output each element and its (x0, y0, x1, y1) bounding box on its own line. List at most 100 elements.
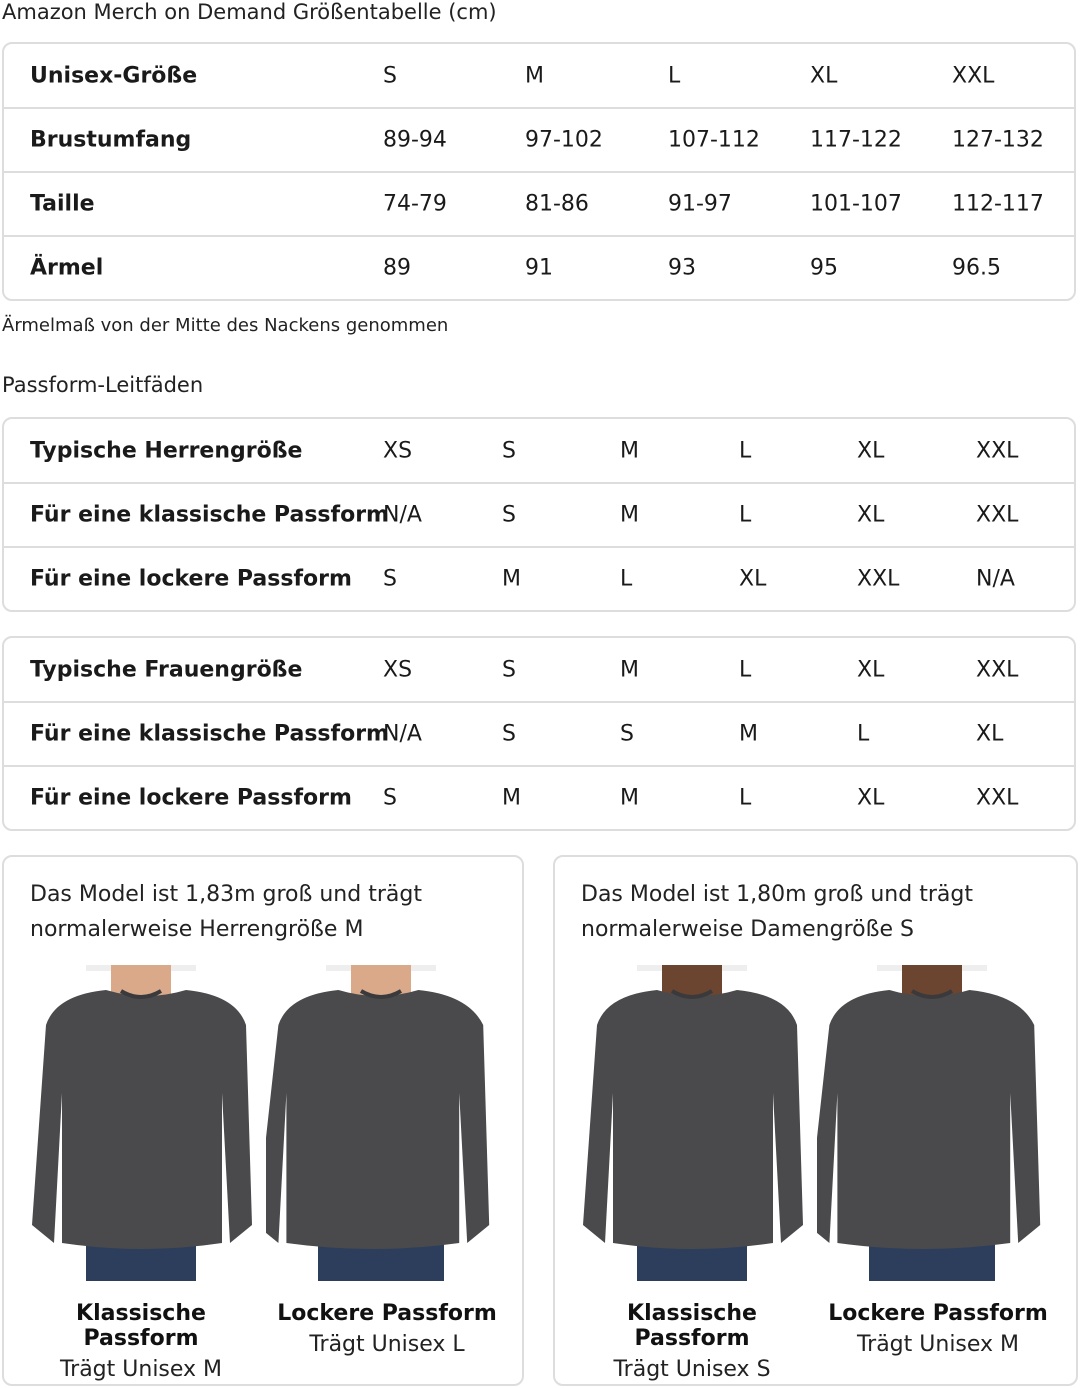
table-cell: M (502, 566, 521, 592)
fit-wears: Trägt Unisex M (59, 1357, 223, 1382)
model-card-men: Das Model ist 1,83m groß und trägt norma… (2, 855, 524, 1386)
table-cell: XL (810, 63, 838, 88)
table-cell: L (739, 438, 752, 463)
table-cell: XXL (976, 502, 1019, 528)
table-cell: L (668, 63, 681, 88)
fit-label: Lockere Passform Trägt Unisex L (262, 1301, 512, 1357)
page-title: Amazon Merch on Demand Größentabelle (cm… (2, 0, 497, 24)
row-label: Typische Frauengröße (30, 657, 303, 682)
fit-label: Klassische Passform Trägt Unisex S (567, 1301, 817, 1382)
fit-wears: Trägt Unisex S (613, 1357, 771, 1382)
table-row: Typische Frauengröße XS S M L XL XXL (4, 638, 1074, 701)
model-caption: Das Model ist 1,83m groß und trägt norma… (30, 882, 422, 942)
table-cell: 81-86 (525, 191, 589, 217)
women-fit-table: Typische Frauengröße XS S M L XL XXL Für eine k… (2, 636, 1076, 831)
table-cell: 127-132 (952, 127, 1044, 153)
table-cell: XL (857, 502, 885, 528)
row-label: Für eine lockere Passform (30, 785, 352, 811)
table-cell: L (739, 785, 752, 811)
table-cell: XXL (857, 566, 900, 592)
table-cell: S (502, 502, 516, 528)
fit-name: Klassische Passform (627, 1301, 757, 1351)
table-cell: 117-122 (810, 127, 902, 153)
model-card-women: Das Model ist 1,80m groß und trägt norma… (553, 855, 1078, 1386)
row-label: Für eine lockere Passform (30, 566, 352, 592)
table-cell: XL (976, 721, 1004, 747)
table-cell: XXL (952, 63, 995, 88)
table-cell: 91 (525, 255, 553, 281)
table-row: Für eine klassische Passform N/A S M L XL XXL (4, 482, 1074, 546)
table-row: Für eine lockere Passform S M L XL XXL N/A (4, 546, 1074, 610)
table-cell: XS (383, 657, 413, 682)
table-cell: 97-102 (525, 127, 603, 153)
table-cell: XS (383, 438, 413, 463)
table-cell: M (525, 63, 544, 88)
unisex-size-table: Unisex-Größe S M L XL XXL Brustumfang 89-94 97-1… (2, 42, 1076, 301)
row-label: Für eine klassische Passform (30, 721, 389, 747)
row-label: Für eine klassische Passform (30, 502, 389, 528)
table-cell: 101-107 (810, 191, 902, 217)
model-photo (256, 965, 496, 1281)
fit-label: Lockere Passform Trägt Unisex M (813, 1301, 1063, 1357)
table-cell: S (383, 63, 397, 88)
table-cell: L (620, 566, 633, 592)
table-cell: 95 (810, 255, 838, 281)
table-row: Für eine klassische Passform N/A S S M L XL (4, 701, 1074, 765)
table-cell: 91-97 (668, 191, 732, 217)
model-caption: Das Model ist 1,80m groß und trägt norma… (581, 882, 973, 942)
table-row: Brustumfang 89-94 97-102 107-112 117-122 127-… (4, 107, 1074, 171)
fit-name: Klassische Passform (76, 1301, 206, 1351)
table-cell: 107-112 (668, 127, 760, 153)
table-cell: N/A (976, 566, 1015, 592)
table-cell: S (502, 721, 516, 747)
table-row: Taille 74-79 81-86 91-97 101-107 112-117 (4, 171, 1074, 235)
table-cell: N/A (383, 721, 422, 747)
table-cell: M (620, 785, 639, 811)
table-cell: 89 (383, 255, 411, 281)
table-cell: M (620, 438, 639, 463)
table-cell: 112-117 (952, 191, 1044, 217)
table-cell: M (620, 502, 639, 528)
table-cell: M (502, 785, 521, 811)
fit-name: Lockere Passform (828, 1301, 1048, 1326)
table-cell: S (502, 657, 516, 682)
row-label: Brustumfang (30, 127, 192, 153)
table-cell: L (857, 721, 870, 747)
row-label: Typische Herrengröße (30, 438, 303, 463)
fit-wears: Trägt Unisex M (856, 1332, 1020, 1357)
table-cell: S (502, 438, 516, 463)
men-fit-table: Typische Herrengröße XS S M L XL XXL Für eine k… (2, 417, 1076, 612)
fit-wears: Trägt Unisex L (309, 1332, 465, 1357)
table-row: Für eine lockere Passform S M M L XL XXL (4, 765, 1074, 829)
table-cell: XL (857, 657, 885, 682)
fit-name: Lockere Passform (277, 1301, 497, 1326)
table-cell: L (739, 502, 752, 528)
table-cell: XL (857, 785, 885, 811)
table-cell: M (620, 657, 639, 682)
sleeve-note: Ärmelmaß von der Mitte des Nackens genom… (2, 315, 449, 336)
table-cell: M (739, 721, 758, 747)
table-cell: 74-79 (383, 191, 447, 217)
row-label: Taille (30, 191, 95, 217)
table-cell: S (383, 566, 397, 592)
table-row: Ärmel 89 91 93 95 96.5 (4, 235, 1074, 299)
row-label: Ärmel (30, 255, 104, 281)
fit-label: Klassische Passform Trägt Unisex M (16, 1301, 266, 1382)
table-cell: XL (739, 566, 767, 592)
table-row: Unisex-Größe S M L XL XXL (4, 44, 1074, 107)
table-cell: XL (857, 438, 885, 463)
row-label: Unisex-Größe (30, 63, 198, 88)
table-cell: XXL (976, 657, 1019, 682)
model-photo (26, 965, 256, 1281)
table-cell: 89-94 (383, 127, 447, 153)
table-cell: 96.5 (952, 255, 1001, 281)
table-cell: XXL (976, 785, 1019, 811)
table-cell: S (383, 785, 397, 811)
fit-guides-title: Passform-Leitfäden (2, 373, 204, 397)
table-cell: XXL (976, 438, 1019, 463)
model-photo (577, 965, 807, 1281)
table-cell: N/A (383, 502, 422, 528)
table-cell: 93 (668, 255, 696, 281)
table-row: Typische Herrengröße XS S M L XL XXL (4, 419, 1074, 482)
